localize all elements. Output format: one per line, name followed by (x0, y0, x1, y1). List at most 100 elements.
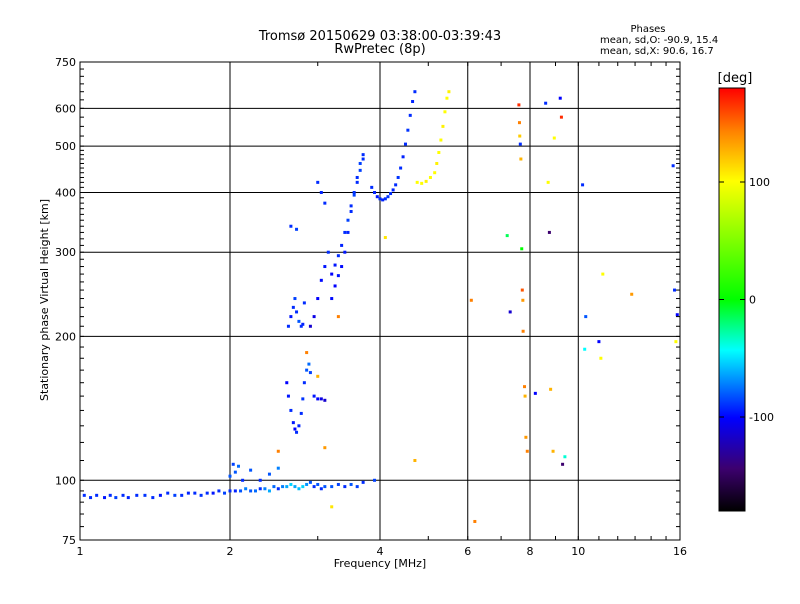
data-point (233, 470, 237, 474)
data-point (361, 153, 365, 157)
data-point (561, 462, 565, 466)
data-point (435, 161, 439, 165)
x-tick-label: 16 (673, 545, 687, 558)
data-point (671, 164, 675, 168)
data-point (231, 462, 235, 466)
data-point (340, 243, 344, 247)
data-point (244, 487, 248, 491)
data-point (352, 193, 356, 197)
phase-stats-o: mean, sd,O: -90.9, 15.4 (600, 35, 718, 46)
data-point (447, 90, 451, 94)
data-point (525, 449, 529, 453)
y-tick-label: 300 (55, 246, 76, 259)
data-point (319, 487, 323, 491)
data-point (267, 472, 271, 476)
data-point (408, 113, 412, 117)
data-point (299, 324, 303, 328)
data-point (263, 487, 267, 491)
data-point (355, 485, 359, 489)
data-point (308, 480, 312, 484)
data-point (323, 485, 327, 489)
data-point (558, 96, 562, 100)
data-point (151, 496, 155, 500)
data-point (439, 138, 443, 142)
data-point (520, 288, 524, 292)
x-tick-label: 1 (77, 545, 84, 558)
x-tick-label: 4 (377, 545, 384, 558)
data-point (316, 482, 320, 486)
data-point (233, 489, 237, 493)
data-point (103, 496, 107, 500)
colorbar-label: [deg] (718, 71, 753, 86)
data-point (308, 324, 312, 328)
data-point (358, 168, 362, 172)
data-point (312, 394, 316, 398)
data-point (286, 394, 290, 398)
data-point (523, 394, 527, 398)
data-point (289, 315, 293, 319)
data-point (289, 408, 293, 412)
data-point (396, 175, 400, 179)
data-point (108, 493, 112, 497)
data-point (330, 485, 334, 489)
y-tick-label: 500 (55, 140, 76, 153)
data-point (281, 485, 285, 489)
data-point (211, 491, 215, 495)
data-point (361, 157, 365, 161)
data-point (301, 397, 305, 401)
data-point (89, 496, 93, 500)
x-tick-label: 10 (571, 545, 585, 558)
data-point (272, 485, 276, 489)
data-point (340, 265, 344, 269)
data-point (584, 315, 588, 319)
data-point (297, 319, 301, 323)
data-point (336, 482, 340, 486)
data-point (239, 489, 243, 493)
data-point (173, 493, 177, 497)
data-point (114, 496, 118, 500)
data-point (406, 128, 410, 132)
y-tick-label: 200 (55, 330, 76, 343)
data-point (519, 157, 523, 161)
data-point (524, 435, 528, 439)
data-point (236, 464, 240, 468)
data-point (563, 455, 567, 459)
data-point (319, 397, 323, 401)
data-point (241, 478, 245, 482)
data-point (424, 179, 428, 183)
data-point (336, 254, 340, 258)
data-point (520, 247, 524, 251)
data-point (291, 421, 295, 425)
data-point (305, 368, 309, 372)
y-tick-label: 600 (55, 102, 76, 115)
data-point (193, 491, 197, 495)
data-point (437, 150, 441, 154)
data-point (517, 103, 521, 107)
data-point (276, 449, 280, 453)
data-point (597, 340, 601, 344)
data-point (389, 192, 393, 196)
data-point (295, 310, 299, 314)
data-point (249, 489, 253, 493)
data-point (305, 351, 309, 355)
data-point (443, 110, 447, 114)
data-point (346, 218, 350, 222)
data-point (82, 493, 86, 497)
data-point (295, 227, 299, 231)
data-point (433, 171, 437, 175)
data-point (307, 362, 311, 366)
data-point (420, 181, 424, 185)
data-point (289, 224, 293, 228)
data-point (285, 381, 289, 385)
data-point (289, 482, 293, 486)
data-point (518, 142, 522, 146)
data-point (276, 466, 280, 470)
data-point (301, 485, 305, 489)
data-point (316, 397, 320, 401)
data-point (469, 298, 473, 302)
colorbar: 100 0 -100 (718, 87, 774, 512)
data-point (675, 313, 679, 317)
data-point (299, 411, 303, 415)
data-point (302, 381, 306, 385)
